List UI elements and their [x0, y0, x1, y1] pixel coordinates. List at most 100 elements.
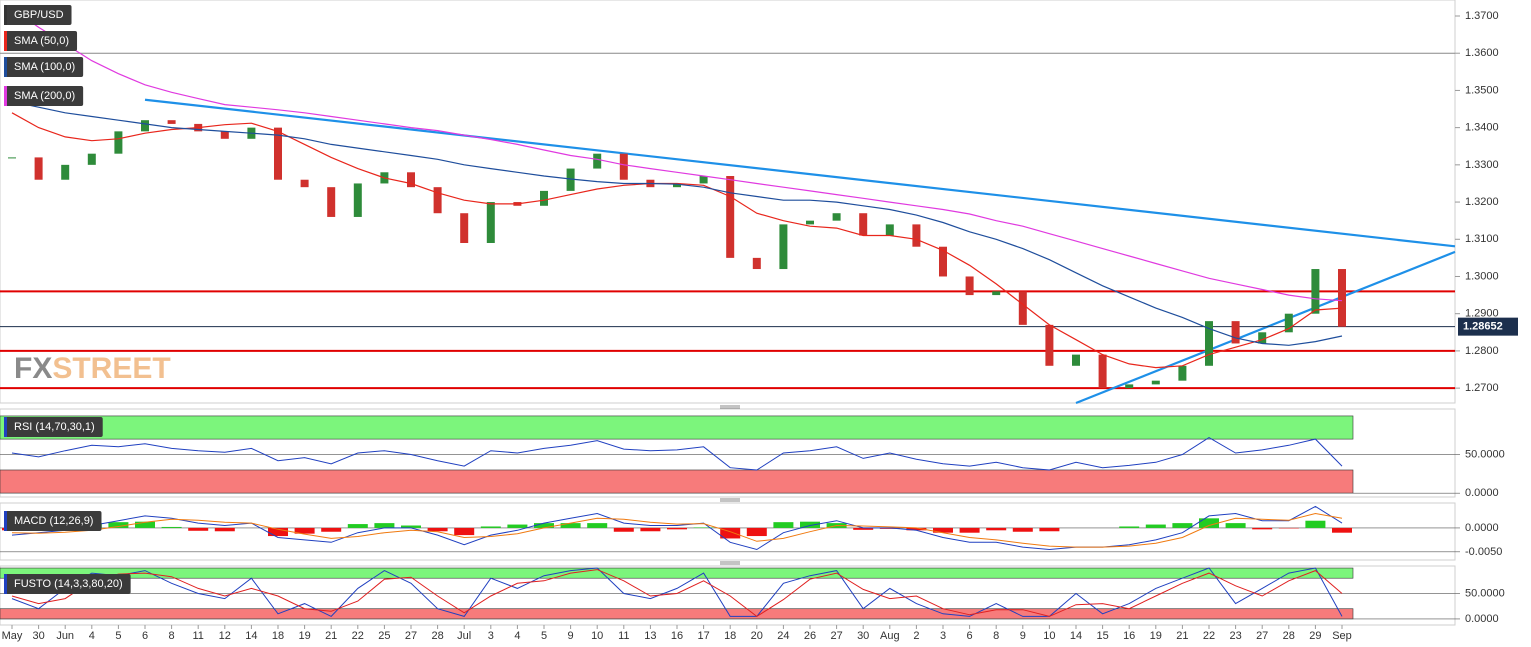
x-tick-label: Sep: [1332, 630, 1352, 642]
indicator-tick-label: 50.0000: [1465, 448, 1505, 460]
candle: [1018, 291, 1027, 325]
legend-box: [4, 57, 84, 77]
macd-histogram-bar: [534, 523, 554, 528]
x-tick-label: Jun: [56, 630, 74, 642]
candle: [726, 176, 735, 258]
legend-swatch: [4, 57, 7, 77]
indicator-tick-label: 0.0000: [1465, 613, 1499, 625]
indicator-tick-label: 50.0000: [1465, 587, 1505, 599]
macd-histogram-bar: [268, 527, 288, 537]
candle: [1258, 332, 1267, 344]
legend-item: FUSTO (14,3,3,80,20): [4, 574, 131, 594]
x-tick-label: Aug: [880, 630, 900, 642]
y-tick-label: 1.3000: [1465, 270, 1499, 282]
x-tick-label: 20: [751, 630, 763, 642]
legend-swatch: [4, 574, 7, 594]
macd-histogram-bar: [640, 527, 661, 532]
candle: [1178, 365, 1187, 381]
candle: [593, 153, 602, 169]
x-tick-label: May: [2, 630, 23, 642]
macd-histogram-bar: [986, 527, 1007, 531]
watermark: FXSTREET: [14, 352, 171, 385]
x-tick-label: 2: [913, 630, 919, 642]
x-tick-label: 16: [1123, 630, 1135, 642]
legend-label: GBP/USD: [14, 9, 64, 21]
macd-histogram-bar: [214, 527, 235, 532]
candle: [433, 187, 442, 214]
legend-swatch: [4, 511, 7, 531]
macd-histogram-bar: [1252, 527, 1273, 530]
x-tick-label: 24: [777, 630, 789, 642]
candle: [274, 127, 282, 180]
x-tick-label: 27: [830, 630, 842, 642]
y-tick-label: 1.2700: [1465, 382, 1499, 394]
x-tick-label: 11: [192, 630, 203, 642]
x-tick-label: 6: [142, 630, 148, 642]
x-tick-label: 25: [378, 630, 390, 642]
legend-item: SMA (50,0): [4, 31, 78, 51]
candle: [965, 276, 974, 296]
candle: [885, 224, 894, 236]
candle: [460, 213, 469, 243]
indicator-band: [0, 567, 1354, 579]
indicator-tick-label: 0.0000: [1465, 522, 1499, 534]
x-tick-label: 21: [325, 630, 337, 642]
x-tick-label: 9: [1020, 630, 1026, 642]
candle: [1045, 324, 1054, 366]
x-tick-label: 23: [1229, 630, 1241, 642]
x-tick-label: 8: [993, 630, 999, 642]
candle: [1311, 269, 1320, 314]
candle: [220, 131, 229, 139]
legend-box: [4, 574, 131, 594]
macd-histogram-bar: [374, 523, 395, 528]
macd-histogram-bar: [480, 526, 501, 528]
x-tick-label: 21: [1176, 630, 1188, 642]
macd-histogram-bar: [1225, 523, 1246, 528]
candle: [8, 157, 16, 159]
legend-box: [4, 5, 72, 25]
legend-swatch: [4, 5, 7, 25]
candle: [1338, 269, 1346, 327]
macd-histogram-bar: [933, 527, 953, 533]
x-tick-label: 14: [245, 630, 257, 642]
candle: [141, 120, 149, 132]
macd-histogram-bar: [906, 527, 927, 531]
candle: [752, 257, 761, 270]
macd-histogram-bar: [161, 526, 182, 528]
macd-histogram-bar: [746, 527, 767, 537]
x-tick-label: 27: [405, 630, 417, 642]
macd-histogram-bar: [560, 523, 581, 528]
y-tick-label: 1.3100: [1465, 233, 1499, 245]
legend-box: [4, 511, 102, 531]
legend-label: SMA (100,0): [14, 61, 75, 73]
x-tick-label: 10: [591, 630, 603, 642]
candle: [1072, 354, 1080, 366]
x-tick-label: 28: [1283, 630, 1295, 642]
legend-box: [4, 86, 84, 106]
legend-label: RSI (14,70,30,1): [14, 421, 95, 433]
legend-swatch: [4, 86, 7, 106]
x-tick-label: 27: [1256, 630, 1268, 642]
candle: [619, 153, 628, 180]
candle: [1205, 321, 1213, 366]
legend-label: SMA (200,0): [14, 90, 75, 102]
x-tick-label: 14: [1070, 630, 1082, 642]
indicator-tick-label: 0.0000: [1465, 487, 1499, 499]
x-tick-label: 18: [272, 630, 284, 642]
sma-line: [11, 101, 1343, 346]
y-tick-label: 1.3200: [1465, 196, 1499, 208]
legend-label: FUSTO (14,3,3,80,20): [14, 578, 123, 590]
x-tick-label: 4: [514, 630, 520, 642]
macd-histogram-bar: [1119, 526, 1140, 528]
x-tick-label: 5: [541, 630, 547, 642]
candle: [779, 224, 788, 270]
y-tick-label: 1.3500: [1465, 84, 1499, 96]
x-tick-label: 13: [644, 630, 656, 642]
candle: [566, 168, 575, 191]
macd-histogram-bar: [321, 527, 342, 532]
candle: [353, 183, 362, 217]
macd-histogram-bar: [613, 527, 634, 532]
x-tick-label: 19: [298, 630, 310, 642]
legend-box: [4, 31, 78, 51]
